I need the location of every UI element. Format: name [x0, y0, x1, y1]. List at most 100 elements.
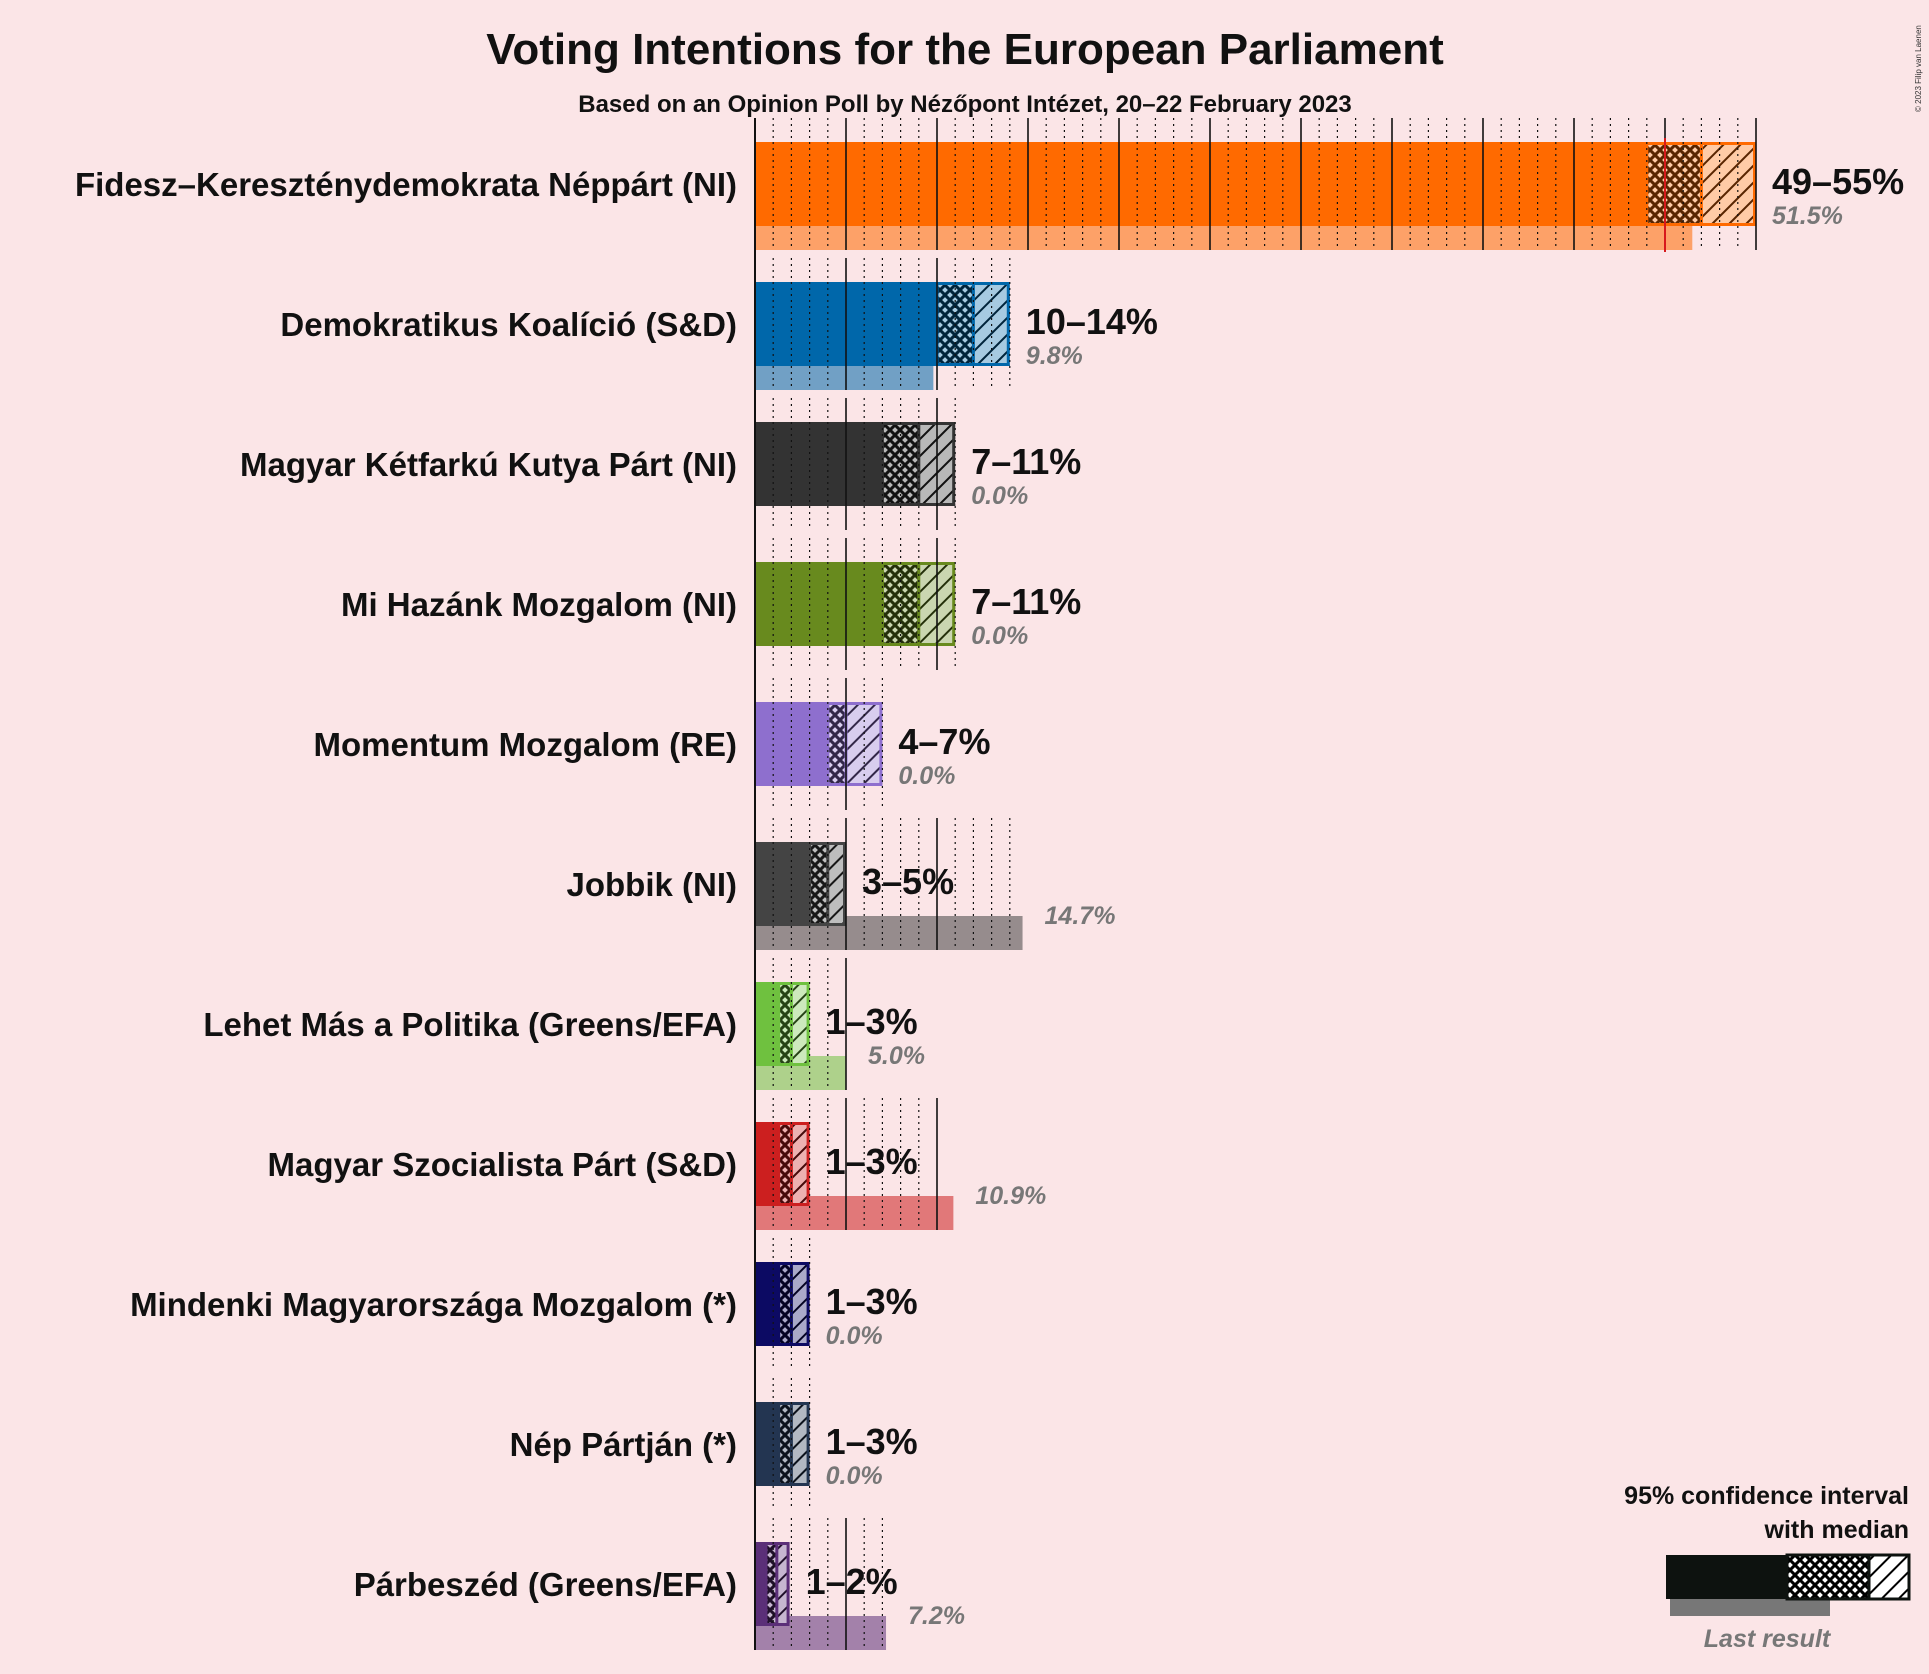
ci-solid-bar-2	[755, 422, 883, 506]
last-result-label-0: 51.5%	[1772, 202, 1843, 230]
party-label-8: Mindenki Magyarországa Mozgalom (*)	[130, 1286, 737, 1323]
ci-hatch-10	[776, 1542, 790, 1626]
ci-outline-6	[777, 982, 810, 1066]
party-row-10: Párbeszéd (Greens/EFA) 1–2% 7.2%	[354, 1542, 965, 1650]
ci-crosshatch-tint-9	[778, 1402, 792, 1486]
party-row-0: Fidesz–Kereszténydemokrata Néppárt (NI) 4…	[75, 142, 1904, 250]
last-result-label-10: 7.2%	[908, 1602, 965, 1630]
range-label-4: 4–7%	[898, 721, 990, 762]
party-label-10: Párbeszéd (Greens/EFA)	[354, 1566, 737, 1603]
ci-solid-bar-10	[755, 1542, 766, 1626]
party-label-3: Mi Hazánk Mozgalom (NI)	[341, 586, 737, 623]
ci-hatch-tint-5	[827, 842, 846, 926]
ci-crosshatch-tint-0	[1646, 142, 1702, 226]
party-label-4: Momentum Mozgalom (RE)	[314, 726, 737, 763]
legend-solid-bar	[1666, 1555, 1787, 1599]
legend-last-result-label: Last result	[1704, 1625, 1832, 1653]
range-label-6: 1–3%	[826, 1001, 918, 1042]
last-result-label-7: 10.9%	[975, 1182, 1046, 1210]
ci-outline-9	[777, 1402, 810, 1486]
ci-crosshatch-tint-8	[778, 1262, 792, 1346]
ci-crosshatch-7	[778, 1122, 792, 1206]
range-label-10: 1–2%	[806, 1561, 898, 1602]
ci-hatch-tint-0	[1701, 142, 1756, 226]
last-result-label-6: 5.0%	[868, 1042, 925, 1070]
ci-solid-bar-0	[755, 142, 1647, 226]
ci-outline-7	[777, 1122, 810, 1206]
ci-solid-bar-6	[755, 982, 779, 1066]
ci-crosshatch-5	[809, 842, 828, 926]
party-label-2: Magyar Kétfarkú Kutya Párt (NI)	[240, 446, 737, 483]
ci-crosshatch-0	[1646, 142, 1702, 226]
ci-hatch-tint-7	[791, 1122, 810, 1206]
ci-crosshatch-tint-6	[778, 982, 792, 1066]
party-row-1: Demokratikus Koalíció (S&D) 10–14%9.8%	[280, 282, 1158, 390]
legend-last-result-bar	[1670, 1596, 1830, 1616]
copyright-note: © 2023 Filip van Laenen	[1914, 25, 1923, 112]
ci-crosshatch-9	[778, 1402, 792, 1486]
legend-ci-label: 95% confidence interval	[1624, 1482, 1909, 1510]
ci-hatch-5	[827, 842, 846, 926]
legend-median-label: with median	[1764, 1516, 1909, 1544]
ci-crosshatch-4	[827, 702, 846, 786]
range-label-8: 1–3%	[826, 1281, 918, 1322]
range-label-7: 1–3%	[826, 1141, 918, 1182]
range-label-5: 3–5%	[862, 861, 954, 902]
ci-crosshatch-8	[778, 1262, 792, 1346]
ci-hatch-0	[1701, 142, 1756, 226]
range-label-0: 49–55%	[1772, 161, 1904, 202]
ci-crosshatch-tint-4	[827, 702, 846, 786]
party-row-9: Nép Pártján (*) 1–3%0.0%	[510, 1402, 918, 1490]
ci-crosshatch-10	[765, 1542, 777, 1626]
party-label-6: Lehet Más a Politika (Greens/EFA)	[203, 1006, 737, 1043]
ci-crosshatch-6	[778, 982, 792, 1066]
party-label-9: Nép Pártján (*)	[510, 1426, 737, 1463]
ci-hatch-tint-9	[791, 1402, 810, 1486]
chart-title: Voting Intentions for the European Parli…	[486, 25, 1444, 74]
party-row-8: Mindenki Magyarországa Mozgalom (*) 1–3%0…	[130, 1262, 918, 1350]
party-row-6: Lehet Más a Politika (Greens/EFA) 1–3%5.0…	[203, 982, 925, 1090]
party-row-3: Mi Hazánk Mozgalom (NI) 7–11%0.0%	[341, 562, 1081, 650]
ci-hatch-7	[791, 1122, 810, 1206]
chart-subtitle: Based on an Opinion Poll by Nézőpont Int…	[578, 91, 1352, 118]
party-row-5: Jobbik (NI) 3–5% 14.7%	[567, 842, 1116, 950]
ci-crosshatch-tint-7	[778, 1122, 792, 1206]
last-result-label-9: 0.0%	[826, 1462, 883, 1490]
ci-outline-8	[777, 1262, 810, 1346]
plot-area: Fidesz–Kereszténydemokrata Néppárt (NI) 4…	[75, 118, 1904, 1650]
party-row-4: Momentum Mozgalom (RE) 4–7%0.0%	[314, 702, 990, 790]
ci-solid-bar-7	[755, 1122, 779, 1206]
party-label-7: Magyar Szocialista Párt (S&D)	[268, 1146, 737, 1183]
ci-hatch-9	[791, 1402, 810, 1486]
ci-hatch-6	[791, 982, 810, 1066]
last-result-label-1: 9.8%	[1026, 342, 1083, 370]
ci-solid-bar-8	[755, 1262, 779, 1346]
ci-hatch-tint-8	[791, 1262, 810, 1346]
last-result-label-4: 0.0%	[898, 762, 955, 790]
range-label-1: 10–14%	[1026, 301, 1158, 342]
legend-hatch-bar	[1867, 1553, 1911, 1601]
last-result-label-2: 0.0%	[971, 482, 1028, 510]
ci-hatch-tint-10	[776, 1542, 790, 1626]
last-result-label-5: 14.7%	[1045, 902, 1116, 930]
ci-hatch-tint-6	[791, 982, 810, 1066]
ci-solid-bar-9	[755, 1402, 779, 1486]
ci-crosshatch-tint-10	[765, 1542, 777, 1626]
party-label-5: Jobbik (NI)	[567, 866, 738, 903]
ci-hatch-8	[791, 1262, 810, 1346]
last-result-label-3: 0.0%	[971, 622, 1028, 650]
party-row-7: Magyar Szocialista Párt (S&D) 1–3% 10.9%	[268, 1122, 1046, 1230]
range-label-3: 7–11%	[971, 581, 1081, 622]
range-label-2: 7–11%	[971, 441, 1081, 482]
party-row-2: Magyar Kétfarkú Kutya Párt (NI) 7–11%0.0%	[240, 422, 1081, 510]
range-label-9: 1–3%	[826, 1421, 918, 1462]
party-label-1: Demokratikus Koalíció (S&D)	[280, 306, 737, 343]
ci-solid-bar-3	[755, 562, 883, 646]
ci-crosshatch-tint-5	[809, 842, 828, 926]
ci-solid-bar-5	[755, 842, 810, 926]
legend-crosshatch-bar	[1785, 1553, 1871, 1601]
legend: 95% confidence interval with median Last…	[1624, 1482, 1911, 1653]
last-result-label-8: 0.0%	[826, 1322, 883, 1350]
party-label-0: Fidesz–Kereszténydemokrata Néppárt (NI)	[75, 166, 737, 203]
